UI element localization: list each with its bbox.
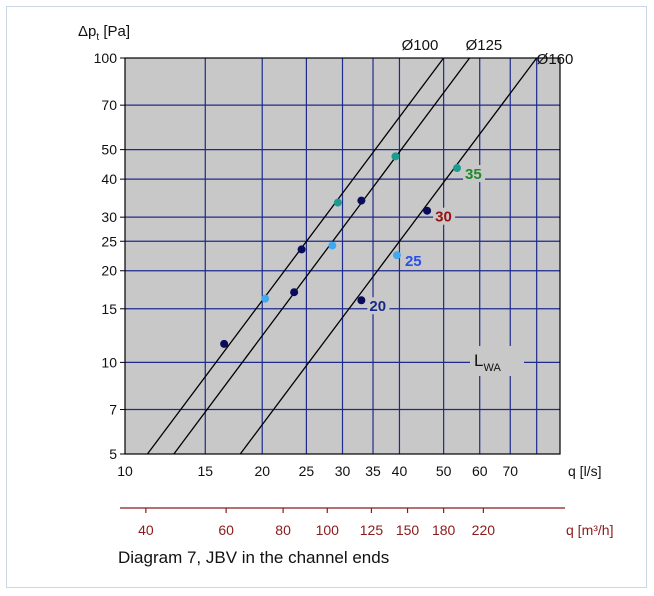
x-tick-label: 60 <box>472 463 488 479</box>
sound-level-point <box>220 340 228 348</box>
x-tick-label: 70 <box>502 463 518 479</box>
lwa-label: LWA <box>470 346 524 376</box>
x-tick-label: 10 <box>117 463 133 479</box>
y-tick-label: 15 <box>101 301 117 317</box>
y-tick-label: 100 <box>94 50 118 66</box>
x-tick-label: 25 <box>299 463 315 479</box>
sound-level-label: 25 <box>405 253 422 270</box>
sound-level-point <box>393 251 401 259</box>
y-tick-label: 70 <box>101 97 117 113</box>
series-label: Ø160 <box>537 51 574 68</box>
sound-level-point <box>357 296 365 304</box>
diagram-caption: Diagram 7, JBV in the channel ends <box>118 548 389 568</box>
sound-level-point <box>298 245 306 253</box>
sound-level-point <box>357 197 365 205</box>
x2-tick-label: 150 <box>396 522 420 538</box>
x-tick-label: 35 <box>365 463 381 479</box>
x-tick-labels: 10 15 20 25 30 35 40 50 60 70 <box>117 463 518 479</box>
x-tick-label: 50 <box>436 463 452 479</box>
y-tick-labels: 5 7 10 15 20 25 30 40 50 70 100 <box>94 50 125 462</box>
sound-level-point <box>423 207 431 215</box>
y-tick-label: 50 <box>101 142 117 158</box>
y-tick-label: 25 <box>101 233 117 249</box>
secondary-x-axis: 40 60 80 100 125 150 180 220 q [m³/h] <box>120 508 613 538</box>
sound-level-point <box>261 295 269 303</box>
sound-level-point <box>453 164 461 172</box>
sound-level-label: 20 <box>369 298 386 315</box>
y-tick-label: 7 <box>109 402 117 418</box>
sound-level-point <box>334 199 342 207</box>
x2-tick-label: 220 <box>472 522 496 538</box>
x2-tick-label: 125 <box>360 522 384 538</box>
x-tick-label: 20 <box>254 463 270 479</box>
x2-tick-label: 180 <box>432 522 456 538</box>
y-tick-label: 40 <box>101 171 117 187</box>
x-axis-label: q [l/s] <box>568 463 601 479</box>
x2-tick-label: 100 <box>316 522 340 538</box>
sound-level-point <box>290 288 298 296</box>
sound-level-label: 35 <box>465 166 482 183</box>
sound-level-point <box>328 242 336 250</box>
y-tick-label: 10 <box>101 354 117 370</box>
sound-level-point <box>391 152 399 160</box>
x2-axis-label: q [m³/h] <box>566 522 613 538</box>
y-tick-label: 5 <box>109 446 117 462</box>
sound-level-label: 30 <box>435 209 452 226</box>
x-tick-label: 40 <box>392 463 408 479</box>
series-label: Ø125 <box>466 37 503 54</box>
y-axis-label: Δpt [Pa] <box>78 23 130 43</box>
series-label: Ø100 <box>402 37 439 54</box>
x-tick-label: 15 <box>197 463 213 479</box>
x2-tick-label: 80 <box>275 522 291 538</box>
x-tick-label: 30 <box>335 463 351 479</box>
x2-tick-label: 40 <box>138 522 154 538</box>
y-tick-label: 30 <box>101 209 117 225</box>
y-tick-label: 20 <box>101 263 117 279</box>
x2-tick-label: 60 <box>218 522 234 538</box>
